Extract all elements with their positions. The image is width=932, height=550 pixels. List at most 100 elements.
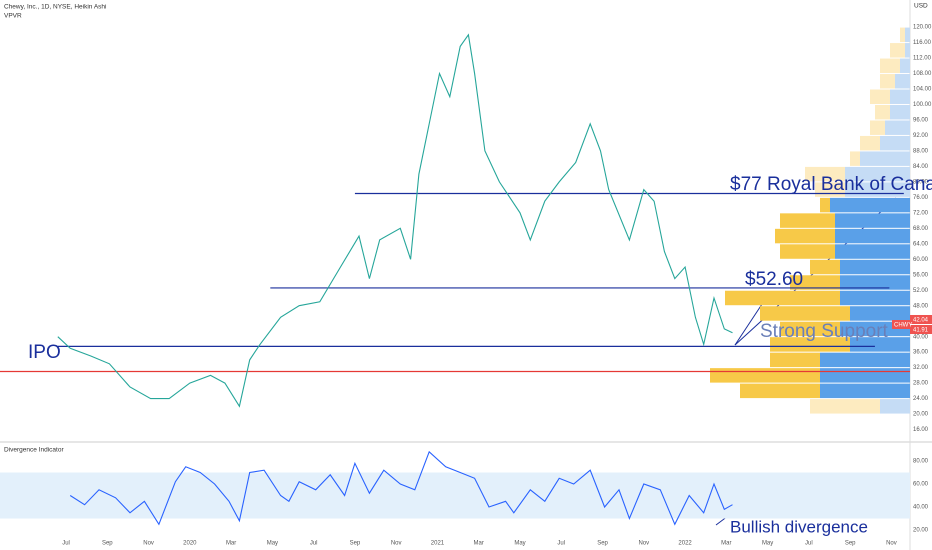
profile-up [880,399,910,414]
y-tick-label: 96.00 [913,118,929,124]
profile-down [860,135,880,151]
y-tick-label: 116.00 [913,40,932,46]
y-tick-label: 64.00 [913,241,929,247]
profile-down [770,352,820,368]
title: Chewy, Inc., 1D, NYSE, Heikin Ashi [4,4,106,11]
profile-down [790,275,840,290]
currency: USD [914,3,928,10]
y-tick-label: 80.00 [913,179,929,185]
price-box [910,325,932,334]
y-tick-label: 32.00 [913,365,929,371]
profile-down [725,290,840,306]
y-tick-label: 48.00 [913,303,929,309]
x-tick-label: Sep [102,541,113,547]
profile-up [845,166,910,182]
y-tick-label: 72.00 [913,210,929,216]
profile-up [840,275,910,290]
profile-up [820,383,910,399]
x-tick-label: Nov [886,541,897,547]
y-tick-label: 68.00 [913,226,929,232]
series-line [57,33,733,408]
profile-up [890,89,910,104]
profile-down [780,321,840,337]
x-tick-label: Sep [350,541,361,547]
indicator: VPVR [4,13,22,20]
profile-down [890,43,905,58]
x-tick-label: Jul [557,541,565,547]
profile-up [835,244,910,259]
profile-up [835,213,910,228]
osc-band [0,472,910,519]
y-tick-label: 24.00 [913,396,929,402]
profile-up [850,306,910,321]
profile-down [780,244,835,259]
profile-up [905,43,910,58]
annotation: Bullish divergence [730,517,868,536]
y-tick-label: 52.00 [913,288,929,294]
x-tick-label: Sep [597,541,608,547]
profile-down [820,197,830,213]
annotation: IPO [28,342,61,363]
x-tick-label: Jul [805,541,813,547]
x-tick-label: Jul [62,541,70,547]
y-tick-label: 88.00 [913,149,929,155]
profile-down [880,58,900,74]
profile-down [760,306,850,321]
profile-up [840,259,910,275]
profile-down [875,104,890,120]
symbol-box [892,320,910,329]
y-tick-label: 84.00 [913,164,929,170]
profile-down [850,151,860,166]
annotation: $52.60 [745,269,803,290]
profile-up [840,290,910,306]
y-tick-label: 60.00 [913,257,929,263]
price-label: 42.04 [913,318,929,324]
profile-down [880,74,895,89]
x-tick-label: Nov [143,541,154,547]
osc-tick-label: 80.00 [913,459,929,465]
y-tick-label: 16.00 [913,427,929,433]
x-tick-label: Mar [721,541,731,547]
symbol-label: CHWY [894,323,912,329]
y-tick-label: 20.00 [913,412,929,418]
profile-down [770,337,850,352]
annotation: Strong Support [760,321,889,342]
profile-down [810,259,840,275]
profile-up [820,352,910,368]
y-tick-label: 100.00 [913,102,932,108]
profile-up [880,135,910,151]
price-box [910,315,932,324]
x-tick-label: May [267,541,278,547]
profile-down [710,368,820,383]
profile-up [900,58,910,74]
x-tick-label: Mar [226,541,236,547]
y-tick-label: 76.00 [913,195,929,201]
y-tick-label: 40.00 [913,334,929,340]
profile-down [870,89,890,104]
annotation: $77 Royal Bank of Canada [730,174,932,195]
profile-up [820,368,910,383]
x-tick-label: Mar [474,541,484,547]
profile-down [775,228,835,244]
profile-up [890,104,910,120]
x-tick-label: Nov [638,541,649,547]
profile-down [900,27,905,43]
x-tick-label: 2020 [183,541,197,547]
x-tick-label: Nov [391,541,402,547]
x-tick-label: Jul [310,541,318,547]
profile-down [740,383,820,399]
series-line [69,450,733,526]
x-tick-label: 2021 [431,541,445,547]
y-tick-label: 92.00 [913,133,929,139]
osc-tick-label: 40.00 [913,505,929,511]
profile-up [835,228,910,244]
y-tick-label: 104.00 [913,87,932,93]
x-tick-label: May [762,541,773,547]
profile-down [870,120,885,135]
x-tick-label: Sep [845,541,856,547]
price-label: 41.91 [913,328,929,334]
profile-down [780,213,835,228]
profile-up [850,337,910,352]
